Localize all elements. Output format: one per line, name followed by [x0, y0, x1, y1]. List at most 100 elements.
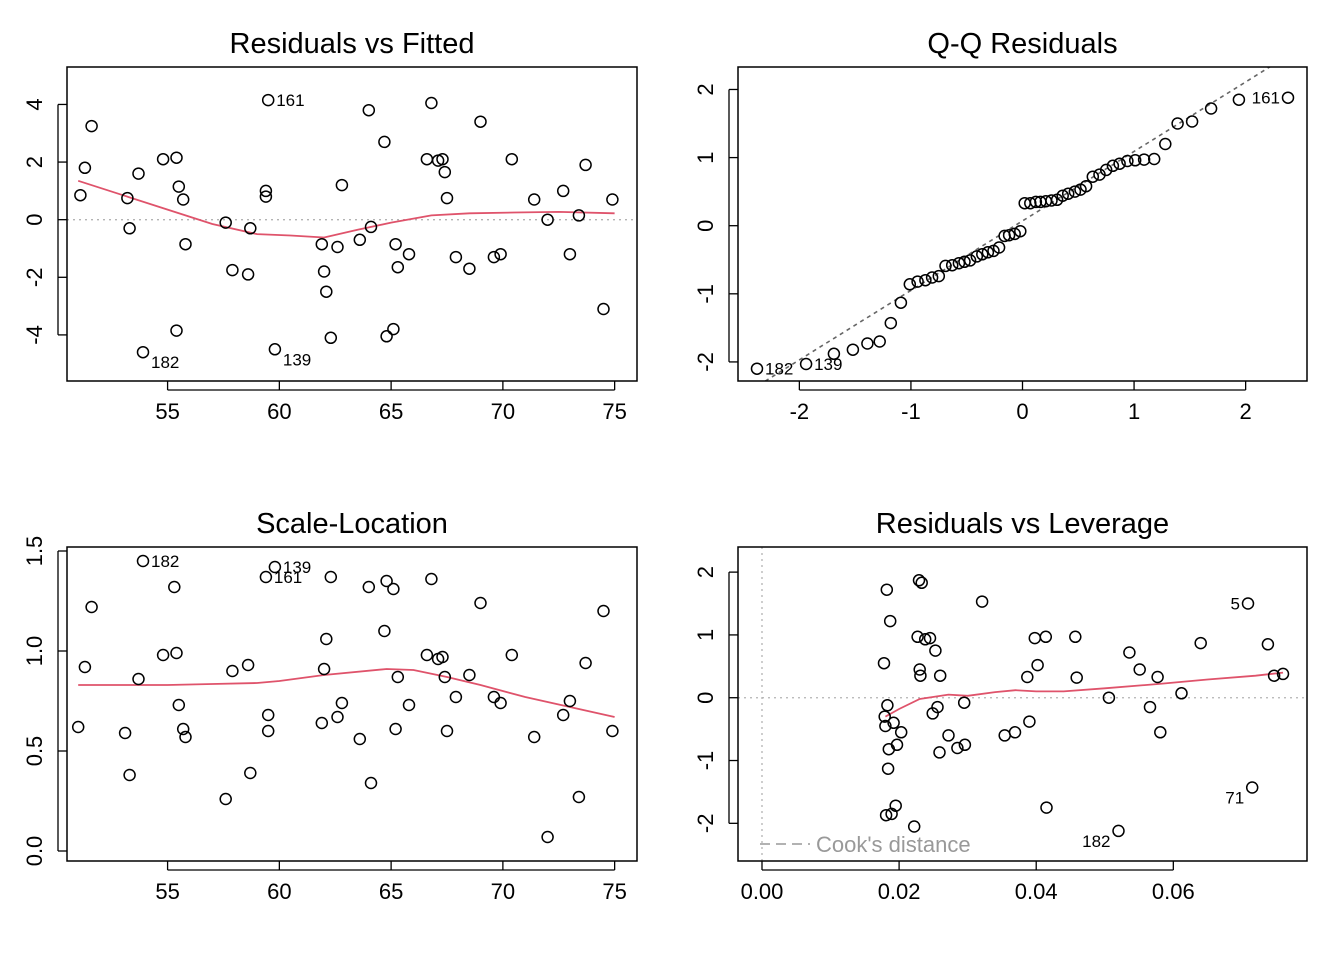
- data-point: [261, 708, 275, 722]
- panel-1: 161 182 139 55 60 65 70 75 -4 -2 0 2 4 Residuals vs F…: [22, 28, 638, 424]
- data-point: [1137, 153, 1151, 166]
- data-point: [563, 694, 577, 708]
- x-tick-label: 70: [491, 879, 515, 904]
- data-point: [1008, 726, 1022, 739]
- data-point: [1232, 93, 1246, 106]
- y-tick-label: -1: [693, 284, 718, 304]
- data-point: [939, 259, 952, 273]
- data-point: [903, 278, 917, 291]
- data-point: [563, 247, 577, 261]
- data-point: [579, 656, 592, 670]
- data-point: [925, 271, 939, 284]
- data-point: [494, 247, 507, 261]
- data-point: [1106, 159, 1120, 173]
- data-point: [1039, 630, 1053, 644]
- data-point: [176, 193, 190, 206]
- data-point: [440, 724, 454, 738]
- data-point: [317, 265, 331, 278]
- data-point: [168, 580, 181, 594]
- data-point: [436, 152, 449, 166]
- data-point: [1267, 669, 1281, 682]
- data-point: [378, 624, 391, 638]
- data-point: [1171, 117, 1184, 130]
- point-label: 182: [151, 353, 179, 372]
- data-point: [78, 161, 92, 175]
- data-point: [425, 572, 438, 586]
- data-point: [244, 766, 257, 780]
- data-point: [353, 233, 367, 247]
- data-point: [226, 664, 239, 678]
- data-point: [420, 152, 434, 166]
- data-point: [1070, 671, 1083, 684]
- data-point: [261, 93, 275, 107]
- data-point: [320, 285, 333, 298]
- data-point: [1031, 658, 1044, 672]
- point-label: 5: [1231, 595, 1240, 614]
- y-tick-label: 0.5: [22, 736, 47, 767]
- y-tick-label: 2: [693, 566, 718, 578]
- data-point: [1029, 195, 1043, 209]
- point-label: 139: [814, 355, 842, 374]
- point-label: 139: [283, 558, 311, 577]
- data-point: [606, 193, 619, 206]
- x-tick-label: -1: [901, 399, 921, 424]
- data-point: [324, 570, 338, 584]
- panel-2: 161 182 139 -2 -1 0 1 2 -2 -1 0 1 2 Q-Q Residuals: [693, 28, 1308, 424]
- data-point: [933, 746, 946, 759]
- x-tick-label: 70: [491, 399, 515, 424]
- data-point: [380, 574, 393, 588]
- data-point: [259, 190, 273, 203]
- data-point: [449, 690, 463, 704]
- data-point: [123, 222, 136, 235]
- data-point: [1151, 670, 1164, 684]
- data-point: [952, 256, 966, 270]
- data-point: [438, 670, 452, 684]
- point-label: 161: [1252, 89, 1280, 108]
- data-point: [942, 729, 955, 742]
- data-point: [425, 96, 438, 110]
- data-point: [463, 262, 476, 275]
- panel-title: Residuals vs Fitted: [230, 28, 475, 60]
- data-point: [907, 820, 921, 833]
- panel-4: 5 71 182 0.00 0.02 0.04 0.06 -2 -1 0 1 2 Residuals v…: [693, 508, 1308, 904]
- data-point: [958, 255, 971, 269]
- data-point: [118, 726, 132, 740]
- data-point: [827, 347, 841, 361]
- data-point: [914, 669, 927, 682]
- plot-frame: [737, 546, 1308, 862]
- data-point: [261, 724, 275, 738]
- data-point: [951, 741, 964, 755]
- data-point: [981, 246, 995, 259]
- data-point: [320, 632, 333, 646]
- data-point: [541, 213, 554, 226]
- x-tick-label: 0: [1016, 399, 1028, 424]
- data-point: [913, 663, 926, 676]
- data-point: [846, 343, 860, 356]
- plot-frame: [737, 66, 1308, 382]
- data-point: [132, 672, 145, 686]
- panel-title: Q-Q Residuals: [927, 28, 1117, 60]
- y-tick-label: 1: [693, 151, 718, 163]
- data-point: [156, 152, 170, 166]
- data-point: [364, 220, 378, 234]
- data-point: [315, 716, 329, 730]
- y-tick-label: -1: [693, 751, 718, 771]
- data-point: [156, 648, 170, 662]
- y-tick-label: 0.0: [22, 836, 47, 867]
- data-point: [391, 670, 405, 684]
- data-point: [402, 698, 416, 712]
- data-point: [172, 698, 186, 712]
- y-tick-label: -2: [693, 814, 718, 834]
- point-label: 71: [1225, 789, 1244, 808]
- data-point: [331, 240, 344, 254]
- data-point: [879, 719, 892, 733]
- data-point: [911, 630, 924, 644]
- y-tick-label: 0: [22, 214, 47, 226]
- point-label: 182: [1082, 832, 1110, 851]
- data-point: [78, 660, 92, 674]
- data-point: [85, 119, 98, 133]
- data-point: [179, 730, 192, 744]
- x-tick-label: 0.04: [1015, 879, 1058, 904]
- data-point: [889, 799, 902, 812]
